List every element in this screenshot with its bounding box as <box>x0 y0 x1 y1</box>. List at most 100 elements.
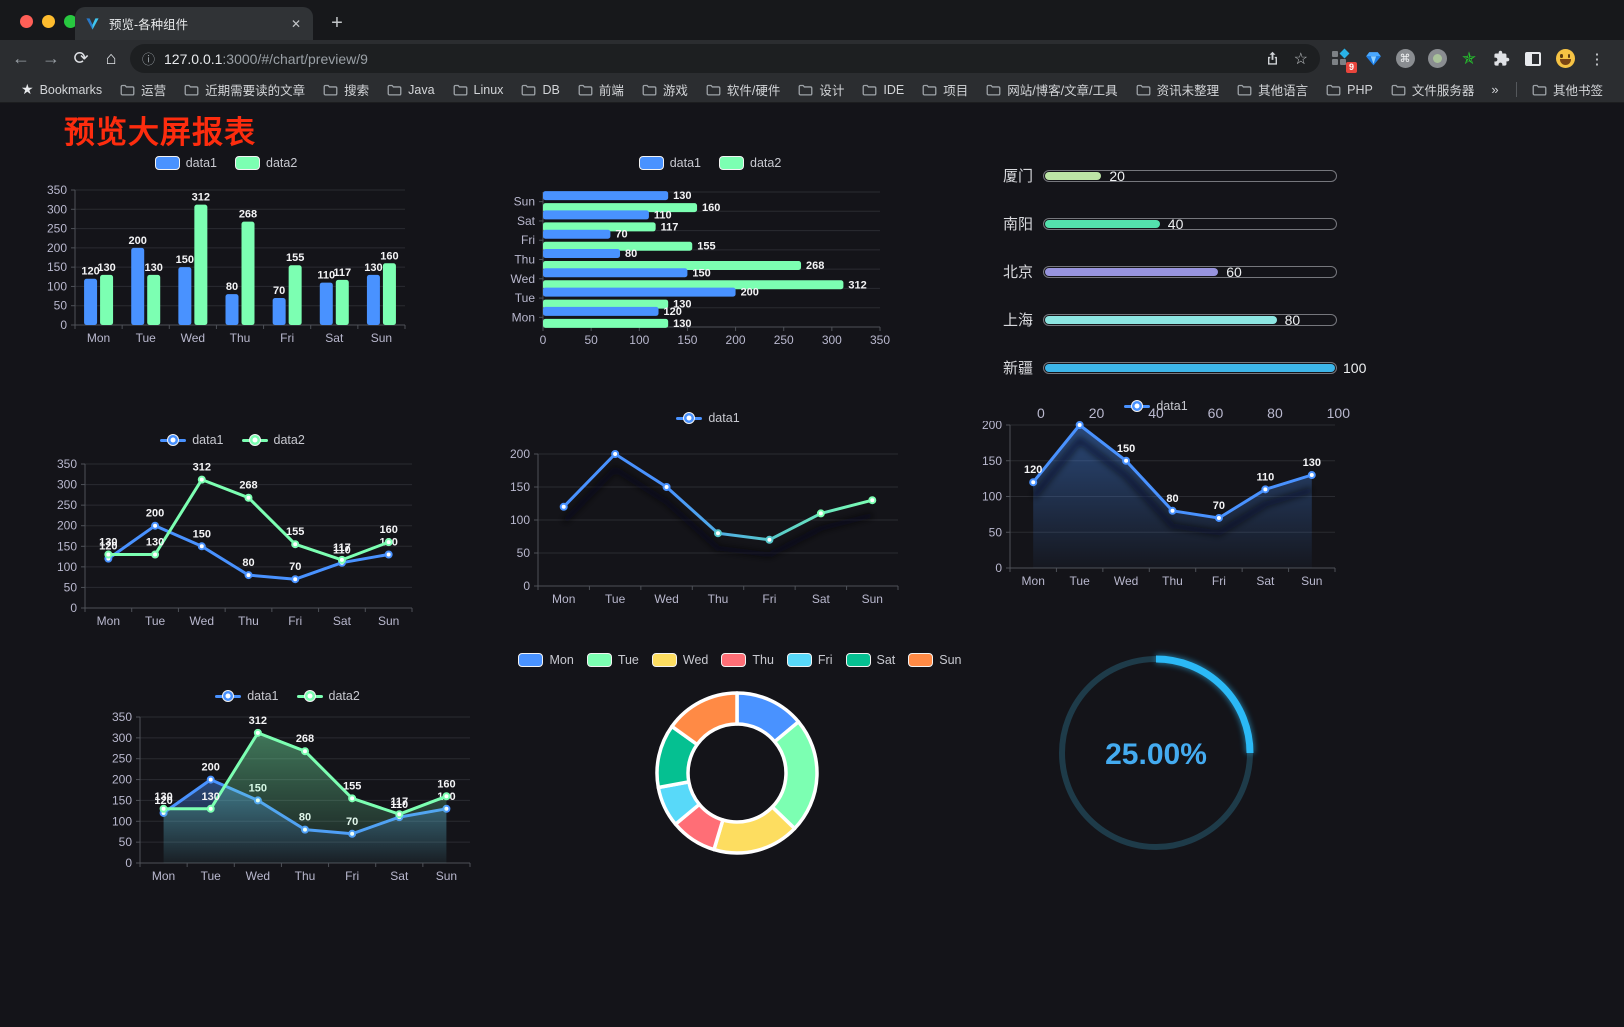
bar-series-data1[interactable]: 120 200 150 80 70 110 130 <box>81 235 383 325</box>
hbar-data2-Tue[interactable]: 130 <box>543 299 692 311</box>
pie-slice-Sun[interactable] <box>670 691 739 747</box>
legend-item-data1[interactable]: data1 <box>215 689 279 703</box>
hbar-data1-Wed[interactable]: 150 <box>543 267 711 279</box>
legend-item-data1[interactable]: data1 <box>154 156 217 170</box>
progress-track[interactable]: 100 <box>1043 360 1366 376</box>
progress-track[interactable]: 20 <box>1043 168 1337 184</box>
chart-legend: Mon Tue Wed Thu Fri Sat Sun <box>518 645 962 675</box>
legend-label: Wed <box>682 653 709 667</box>
hbar-data1-Sat[interactable]: 110 <box>543 209 672 221</box>
bookmark-folder[interactable]: 设计 <box>789 79 853 101</box>
bookmark-folder[interactable]: PHP <box>1317 79 1382 101</box>
legend-item-data1[interactable]: data1 <box>160 433 224 447</box>
progress-track[interactable]: 80 <box>1043 312 1337 328</box>
folder-icon <box>1391 84 1406 96</box>
bookmark-folder-label: 软件/硬件 <box>726 84 781 98</box>
bookmark-folder[interactable]: 游戏 <box>633 79 697 101</box>
bookmark-folder[interactable]: 文件服务器 <box>1382 79 1484 101</box>
tab-close-icon[interactable]: ✕ <box>290 16 301 31</box>
legend-swatch <box>235 156 260 170</box>
bookmark-folder[interactable]: 网站/博客/文章/工具 <box>977 79 1126 101</box>
bar-series-data2[interactable]: 130 130 312 268 155 117 160 <box>97 192 399 325</box>
bookmark-folder-label: 游戏 <box>662 84 688 98</box>
legend-item-data1[interactable]: data1 <box>638 156 701 170</box>
line-series-data2[interactable]: 130 130 312 268 155 117 160 <box>99 462 398 564</box>
browser-tab[interactable]: 预览-各种组件 ✕ <box>75 7 313 40</box>
screenshot-extension-icon[interactable]: 9 <box>1328 45 1357 73</box>
window-minimize-button[interactable] <box>42 15 55 28</box>
share-icon[interactable] <box>1265 51 1280 66</box>
hbar-data2-Mon[interactable]: 130 <box>543 318 692 330</box>
progress-fill: 20 <box>1045 168 1125 184</box>
forward-icon[interactable]: → <box>42 48 60 68</box>
legend-item-data2[interactable]: data2 <box>235 156 297 170</box>
progress-track[interactable]: 40 <box>1043 216 1337 232</box>
window-close-button[interactable] <box>20 15 33 28</box>
legend-item-Tue[interactable]: Tue <box>586 653 639 667</box>
legend-item-Sun[interactable]: Sun <box>908 653 962 667</box>
recorder-extension-icon[interactable] <box>1424 45 1450 73</box>
chart-gauge: 25.00% <box>1050 647 1262 859</box>
new-tab-button[interactable]: + <box>331 12 343 34</box>
back-icon[interactable]: ← <box>12 48 30 68</box>
legend-item-data2[interactable]: data2 <box>719 156 781 170</box>
bookmarks-root-folder[interactable]: ★ Bookmarks <box>12 79 111 101</box>
line-series-data1[interactable] <box>559 450 877 558</box>
hbar-data1-Mon[interactable]: 120 <box>543 306 682 318</box>
bookmark-folder[interactable]: 其他语言 <box>1228 79 1317 101</box>
hbar-data1-Tue[interactable]: 200 <box>543 287 759 299</box>
bookmark-folder[interactable]: 资讯未整理 <box>1127 79 1229 101</box>
window-maximize-button[interactable] <box>64 15 77 28</box>
progress-track[interactable]: 60 <box>1043 264 1337 280</box>
bookmark-folder[interactable]: DB <box>512 79 568 101</box>
hbar-data1-Fri[interactable]: 70 <box>543 229 628 241</box>
gem-extension-icon[interactable] <box>1360 45 1386 73</box>
bookmark-folder[interactable]: 项目 <box>913 79 977 101</box>
extensions-puzzle-icon[interactable] <box>1488 45 1514 73</box>
legend-item-Sat[interactable]: Sat <box>845 653 895 667</box>
svg-text:120: 120 <box>81 266 99 278</box>
hbar-data2-Wed[interactable]: 312 <box>543 279 867 291</box>
bookmark-folder[interactable]: IDE <box>853 79 913 101</box>
legend-marker <box>1124 400 1151 412</box>
browser-menu-kebab-icon[interactable]: ⋮ <box>1589 50 1605 68</box>
side-panel-icon[interactable] <box>1520 45 1546 73</box>
line-series-data2[interactable]: 130 130 312 268 155 117 160 <box>154 715 456 863</box>
bookmark-page-star-icon[interactable]: ☆ <box>1293 50 1308 68</box>
site-info-icon[interactable]: ⓘ <box>142 52 156 67</box>
legend-item-data1[interactable]: data1 <box>676 411 740 425</box>
bookmarks-overflow-chevron[interactable]: » <box>1491 82 1499 97</box>
bookmark-folder[interactable]: Java <box>378 79 443 101</box>
command-extension-icon[interactable]: ⌘ <box>1392 45 1418 73</box>
other-bookmarks-folder[interactable]: 其他书签 <box>1523 79 1612 101</box>
folder-icon <box>120 84 135 96</box>
home-icon[interactable]: ⌂ <box>105 48 117 68</box>
hbar-data1-Sun[interactable]: 130 <box>543 190 692 202</box>
hbar-data2-Sun[interactable]: 160 <box>543 202 720 214</box>
reload-icon[interactable]: ⟳ <box>73 48 89 68</box>
bookmark-folder[interactable]: 运营 <box>111 79 175 101</box>
legend-label: data2 <box>750 156 782 170</box>
hbar-data2-Thu[interactable]: 268 <box>543 260 824 272</box>
legend-item-Thu[interactable]: Thu <box>721 653 774 667</box>
legend-item-Wed[interactable]: Wed <box>651 653 709 667</box>
legend-item-Mon[interactable]: Mon <box>518 653 574 667</box>
legend-item-data2[interactable]: data2 <box>296 689 360 703</box>
bookmark-folder[interactable]: 软件/硬件 <box>697 79 789 101</box>
evernote-extension-icon[interactable]: ✯ <box>1461 48 1477 68</box>
svg-text:Fri: Fri <box>1212 574 1226 588</box>
hbar-data2-Sat[interactable]: 117 <box>543 221 678 233</box>
legend-item-data1[interactable]: data1 <box>1124 399 1188 413</box>
hbar-data2-Fri[interactable]: 155 <box>543 241 716 253</box>
legend-item-data2[interactable]: data2 <box>241 433 305 447</box>
address-bar[interactable]: ⓘ 127.0.0.1 :3000/#/chart/preview/9 ☆ <box>130 44 1320 73</box>
hbar-data1-Thu[interactable]: 80 <box>543 248 637 260</box>
bookmark-folder[interactable]: Linux <box>444 79 513 101</box>
bookmark-folder[interactable]: 近期需要读的文章 <box>175 79 314 101</box>
bookmark-folder[interactable]: 搜索 <box>314 79 378 101</box>
legend-item-Fri[interactable]: Fri <box>786 653 833 667</box>
bookmark-folder[interactable]: 前端 <box>569 79 633 101</box>
emoji-extension-icon[interactable] <box>1552 45 1578 73</box>
